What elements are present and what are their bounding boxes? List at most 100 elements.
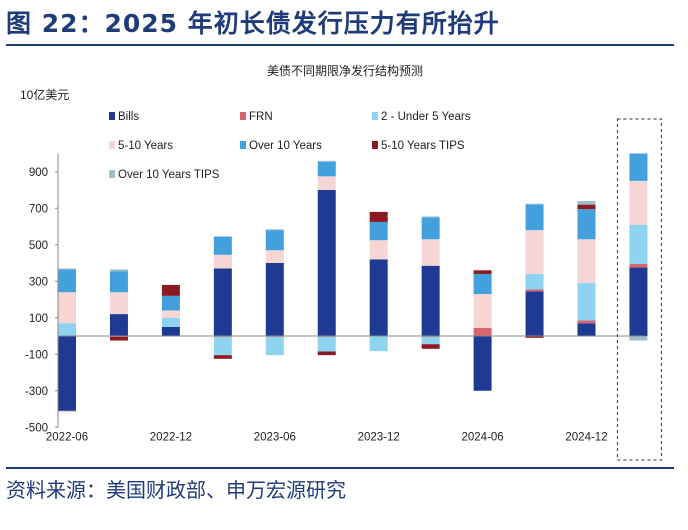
bar-segment-over-10-years-tips <box>317 160 336 162</box>
legend-label: 5-10 Years TIPS <box>381 140 465 152</box>
bar-segment-5-10-years <box>213 254 232 269</box>
bar-segment-over-10-years <box>629 153 648 181</box>
x-tick-label: 2023-12 <box>358 431 400 443</box>
bar-segment-over-10-years <box>473 273 492 295</box>
bar-segment-bills <box>473 336 492 391</box>
y-tick-label: 900 <box>29 167 48 179</box>
bar-segment-5-10-years-tips <box>369 211 388 222</box>
bar-segment-5-10-years <box>473 294 492 328</box>
bar-segment-5-10-years <box>369 240 388 260</box>
chart-title: 美债不同期限净发行结构预测 <box>267 63 423 78</box>
bar-segment-2-under-5-years <box>213 336 232 356</box>
bar-segment-2-under-5-years <box>58 323 76 336</box>
bar-segment-5-10-years-tips <box>213 355 232 359</box>
bar-segment-over-10-years <box>525 204 544 231</box>
legend-swatch <box>109 112 115 120</box>
bar-segment-over-10-years-tips <box>525 203 544 205</box>
x-tick-label: 2022-12 <box>150 431 192 443</box>
bar-segment-over-10-years <box>369 221 388 241</box>
bar-segment-bills <box>629 267 648 336</box>
legend-swatch <box>372 141 378 149</box>
bar-segment-2-under-5-years <box>265 336 284 356</box>
bar-segment-over-10-years <box>421 217 440 240</box>
source-rule <box>6 467 674 469</box>
bar-segment-5-10-years <box>577 239 596 284</box>
bar-segment-5-10-years <box>161 310 180 318</box>
legend-label: Over 10 Years TIPS <box>118 169 220 181</box>
bar-segment-5-10-years-tips <box>577 204 596 210</box>
bar-segment-5-10-years <box>58 292 76 324</box>
bar-segment-2-under-5-years <box>577 283 596 321</box>
legend-swatch <box>372 112 378 120</box>
bar-segment-5-10-years <box>109 292 128 315</box>
x-tick-label: 2022-06 <box>46 431 88 443</box>
legend-swatch <box>240 141 246 149</box>
bar-segment-over-10-years <box>265 230 284 251</box>
bar-segment-over-10-years <box>58 269 76 293</box>
x-tick-label: 2023-06 <box>254 431 296 443</box>
bar-segment-over-10-years <box>577 209 596 240</box>
y-tick-label: -500 <box>25 422 48 434</box>
bar-segment-5-10-years <box>421 239 440 266</box>
bar-segment-over-10-years <box>213 236 232 255</box>
bar-segment-5-10-years-tips <box>161 284 180 296</box>
bar-segment-frn <box>577 320 596 324</box>
bar-segment-over-10-years-tips <box>58 268 76 270</box>
bar-segment-5-10-years <box>265 250 284 263</box>
source-note: 资料来源：美国财政部、申万宏源研究 <box>6 478 346 502</box>
y-tick-label: 100 <box>29 313 48 325</box>
y-axis-unit-label: 10亿美元 <box>20 87 69 102</box>
bar-segment-frn <box>629 263 648 268</box>
bar-segment-2-under-5-years <box>525 273 544 290</box>
legend-label: FRN <box>249 111 273 123</box>
legend-swatch <box>240 112 246 120</box>
y-tick-label: 500 <box>29 240 48 252</box>
bar-segment-5-10-years-tips <box>525 336 544 338</box>
bar-segment-over-10-years <box>109 271 128 293</box>
y-tick-label: -300 <box>25 386 48 398</box>
bar-segment-bills <box>577 323 596 336</box>
x-axis-ticks: 2022-06 2022-12 2023-06 2023-12 2024-06 2024-… <box>46 431 608 443</box>
x-tick-label: 2024-06 <box>461 431 503 443</box>
y-tick-label: 300 <box>29 276 48 288</box>
x-tick-label: 2024-12 <box>565 431 607 443</box>
bar-segment-bills <box>525 291 544 336</box>
bar-segment-frn <box>525 289 544 292</box>
bar-segment-frn <box>58 410 76 412</box>
bar-segment-5-10-years-tips <box>109 336 128 341</box>
bar-segment-bills <box>421 265 440 336</box>
bar-segment-bills <box>109 314 128 336</box>
legend: Bills FRN 2 - Under 5 Years 5-10 Years Over … <box>109 111 471 181</box>
bar-segment-over-10-years-tips <box>577 200 596 205</box>
bar-segment-2-under-5-years <box>369 336 388 352</box>
legend-label: 2 - Under 5 Years <box>381 111 471 123</box>
bars-group <box>58 153 648 412</box>
y-tick-label: 700 <box>29 203 48 215</box>
legend-label: 5-10 Years <box>118 140 173 152</box>
legend-swatch <box>109 170 115 178</box>
bar-segment-bills <box>58 336 76 411</box>
bar-segment-over-10-years-tips <box>421 216 440 218</box>
bar-segment-bills <box>369 259 388 336</box>
y-tick-label: -100 <box>25 349 48 361</box>
bar-segment-5-10-years <box>629 180 648 225</box>
bar-segment-bills <box>317 190 336 336</box>
bar-segment-bills <box>265 263 284 336</box>
legend-label: Over 10 Years <box>249 140 322 152</box>
bar-segment-over-10-years-tips <box>265 229 284 231</box>
bar-segment-over-10-years <box>161 295 180 311</box>
bar-segment-bills <box>161 326 180 336</box>
bar-segment-over-10-years-tips <box>109 269 128 272</box>
bar-segment-2-under-5-years <box>317 336 336 352</box>
title-underline <box>6 44 674 46</box>
bar-segment-bills <box>213 268 232 336</box>
axes <box>57 153 645 428</box>
bar-segment-over-10-years <box>317 161 336 177</box>
bar-segment-5-10-years <box>317 176 336 190</box>
bar-segment-frn <box>473 327 492 336</box>
bar-segment-2-under-5-years <box>629 224 648 264</box>
bar-segment-5-10-years <box>525 230 544 274</box>
y-axis-ticks: -500 -300 -100 100 300 500 700 900 <box>25 167 58 434</box>
figure-title: 图 22：2025 年初长债发行压力有所抬升 <box>6 9 500 38</box>
legend-label: Bills <box>118 111 139 123</box>
